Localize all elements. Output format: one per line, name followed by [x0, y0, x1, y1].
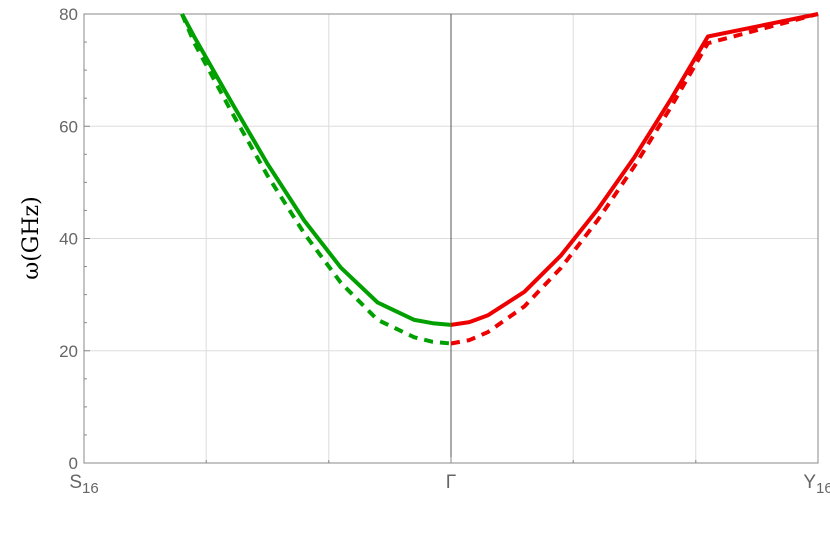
series-line-solid [180, 13, 452, 327]
x-tick-labels: S16 Γ Y16 [69, 472, 830, 497]
x-tick-symbol: Γ [446, 472, 456, 493]
y-tick-label: 20 [59, 342, 78, 361]
y-tick-label: 80 [59, 5, 78, 24]
series-line-solid [450, 12, 819, 327]
x-tick-label: S16 [69, 472, 98, 497]
data-series [180, 12, 819, 346]
plot-frame [83, 13, 819, 464]
y-tick-label: 40 [59, 230, 78, 249]
y-tick-label: 60 [59, 117, 78, 136]
x-tick-label: Γ [446, 472, 456, 493]
x-tick-symbol: S [69, 472, 82, 493]
x-tick-label: Y16 [803, 472, 830, 497]
series-line-dashed [180, 13, 452, 346]
x-tick-subscript: 16 [816, 480, 830, 497]
y-axis-label: ω(GHz) [19, 196, 44, 279]
y-tick-labels: 0 20 40 60 80 [59, 5, 78, 473]
series-line-dashed [450, 12, 819, 346]
x-tick-subscript: 16 [82, 480, 99, 497]
x-tick-symbol: Y [803, 472, 816, 493]
y-tick-label: 0 [69, 454, 78, 473]
